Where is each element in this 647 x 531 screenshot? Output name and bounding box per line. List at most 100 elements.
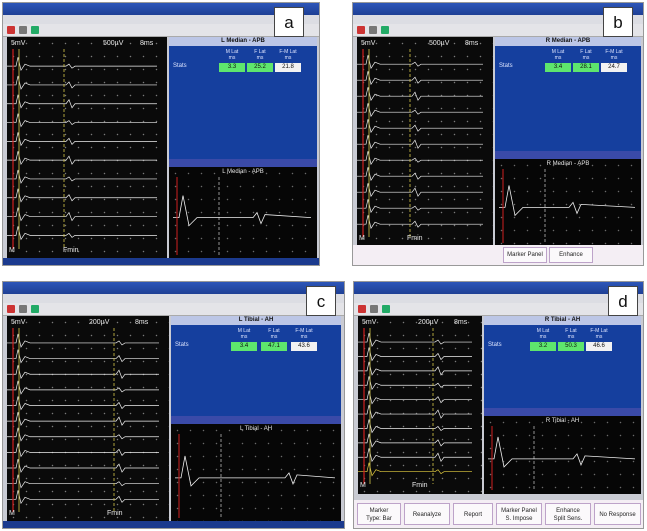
print-icon[interactable] — [370, 305, 378, 313]
sensitivity-icon[interactable] — [381, 26, 389, 34]
fmin-marker-label: Fmin — [412, 482, 428, 489]
status-bar — [3, 258, 319, 265]
report-button[interactable]: Report — [453, 503, 493, 525]
fwave-line — [499, 185, 636, 217]
trace-display[interactable]: 5mV 500µV 8ms M Fmin — [357, 37, 493, 247]
trace-line — [357, 151, 483, 166]
m-marker-label: M — [9, 510, 15, 517]
sweep-label: 8ms — [140, 40, 154, 47]
menu-bar[interactable] — [3, 15, 319, 24]
reanalyze-button[interactable]: Reanalyze — [404, 503, 450, 525]
save-icon[interactable] — [357, 26, 365, 34]
menu-bar[interactable] — [353, 15, 643, 24]
trace-line — [7, 443, 159, 458]
marker-panel-button[interactable]: Marker Panel — [503, 247, 547, 263]
toolbar[interactable] — [3, 303, 344, 316]
trace-line — [357, 183, 483, 198]
button-bar: Marker Type: Bar Reanalyze Report Marker… — [354, 500, 643, 528]
panel-b: 5mV 500µV 8ms M Fmin R Median - APB M La… — [352, 2, 644, 266]
results-panel: L Median - APB M Lat ms F Lat ms F-M Lat ms… — [169, 37, 317, 259]
sensitivity-icon[interactable] — [31, 26, 39, 34]
trace-line — [357, 167, 483, 182]
fwave-display[interactable]: L Median - APB — [169, 159, 317, 259]
left-sensitivity-label: 5mV — [361, 40, 376, 47]
trace-line — [358, 390, 472, 405]
marker-type-button[interactable]: Marker Type: Bar — [357, 503, 401, 525]
trace-line — [358, 462, 472, 477]
fwave-display[interactable]: R Median - APB — [495, 151, 641, 247]
trace-line — [7, 188, 157, 203]
save-icon[interactable] — [358, 305, 366, 313]
trace-line — [7, 169, 157, 184]
sensitivity-icon[interactable] — [31, 305, 39, 313]
print-icon[interactable] — [19, 26, 27, 34]
fm-lat-header: F-M Lat ms — [605, 49, 623, 61]
trace-display[interactable]: 5mV 500µV 8ms M Fmin — [7, 37, 167, 259]
results-panel: R Median - APB M Lat ms F Lat ms F-M Lat ms… — [495, 37, 641, 247]
stim-site-title: R Tibial - AH — [484, 316, 641, 325]
save-icon[interactable] — [7, 26, 15, 34]
trace-line — [358, 376, 472, 391]
menu-bar[interactable] — [354, 294, 643, 303]
trace-line — [7, 458, 159, 473]
stats-label: Stats — [488, 342, 502, 348]
trace-line — [7, 349, 159, 364]
trace-line — [357, 55, 483, 70]
fm-lat-value: 43.6 — [291, 342, 317, 351]
toolbar[interactable] — [353, 24, 643, 37]
stim-site-title: R Median - APB — [495, 37, 641, 46]
panel-label: a — [274, 7, 304, 37]
enhance-button[interactable]: Enhance Split Sens. — [545, 503, 591, 525]
trace-line — [7, 412, 159, 426]
fwave-line — [488, 436, 636, 468]
trace-line — [358, 419, 472, 434]
fwave-toolbar[interactable] — [484, 408, 641, 416]
fwave-display[interactable]: R Tibial - AH — [484, 408, 641, 494]
trace-line — [357, 87, 483, 102]
fmin-marker-label: Fmin — [107, 510, 123, 517]
right-sensitivity-label: 500µV — [429, 40, 450, 47]
menu-bar[interactable] — [3, 294, 344, 303]
panel-label: b — [603, 7, 633, 37]
stats-label: Stats — [173, 63, 187, 69]
trace-line — [357, 119, 483, 134]
fwave-display[interactable]: L Tibial - AH — [171, 416, 341, 522]
m-marker-label: M — [9, 247, 15, 254]
trace-line — [358, 433, 472, 448]
button-bar: Marker Panel Enhance — [353, 245, 643, 265]
trace-line — [357, 215, 483, 230]
stats-label: Stats — [499, 63, 513, 69]
window-title-bar — [353, 3, 643, 15]
print-icon[interactable] — [19, 305, 27, 313]
trace-line — [7, 333, 159, 348]
fm-lat-value: 46.6 — [586, 342, 612, 351]
no-response-button[interactable]: No Response — [594, 503, 641, 525]
panel-label: c — [306, 286, 336, 316]
trace-line — [7, 490, 159, 505]
fwave-toolbar[interactable] — [171, 416, 341, 424]
trace-line — [7, 427, 159, 442]
fwave-toolbar[interactable] — [495, 151, 641, 159]
trace-display[interactable]: 5mV 200µV 8ms M Fmin — [358, 316, 482, 494]
m-lat-value: 3.4 — [545, 63, 571, 72]
sensitivity-icon[interactable] — [382, 305, 390, 313]
toolbar[interactable] — [354, 303, 643, 316]
trace-line — [7, 474, 159, 489]
f-lat-header: F Lat ms — [565, 328, 577, 340]
toolbar[interactable] — [3, 24, 319, 37]
panel-label: d — [608, 286, 638, 316]
enhance-button[interactable]: Enhance — [549, 247, 593, 263]
print-icon[interactable] — [369, 26, 377, 34]
fwave-toolbar[interactable] — [169, 159, 317, 167]
marker-panel-button[interactable]: Marker Panel S. Impose — [496, 503, 542, 525]
stim-site-title: L Tibial - AH — [171, 316, 341, 325]
fm-lat-header: F-M Lat ms — [295, 328, 313, 340]
trace-line — [358, 361, 472, 376]
f-lat-value: 28.1 — [573, 63, 599, 72]
trace-display[interactable]: 5mV 200µV 8ms M Fmin — [7, 316, 169, 522]
fm-lat-header: F-M Lat ms — [590, 328, 608, 340]
m-lat-value: 3.4 — [231, 342, 257, 351]
trace-line — [7, 380, 159, 395]
save-icon[interactable] — [7, 305, 15, 313]
fmin-marker-label: Fmin — [407, 235, 423, 242]
